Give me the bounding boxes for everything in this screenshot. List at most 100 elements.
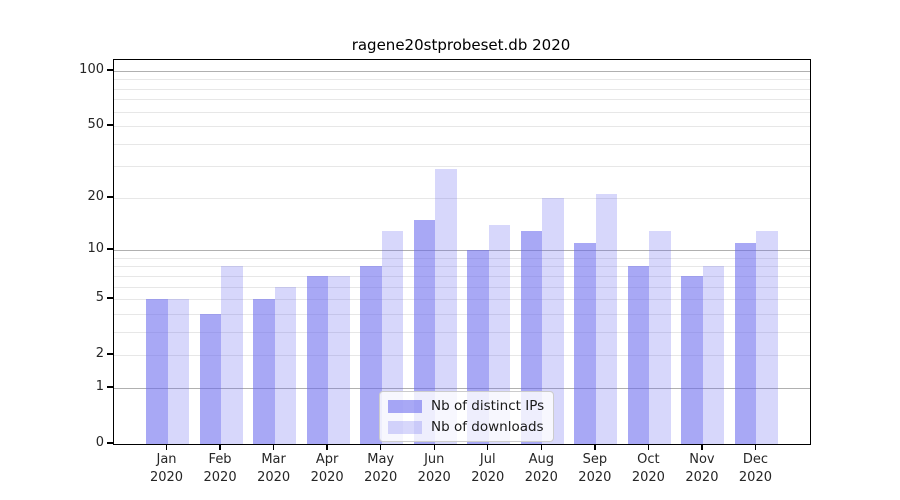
bar-downloads-jul — [488, 225, 511, 444]
bar-distinct-ips-dec — [734, 243, 757, 444]
bar-downloads-nov — [702, 266, 725, 444]
x-tick-month: Mar — [261, 452, 286, 467]
y-tick — [107, 196, 113, 198]
x-tick-month: Sep — [582, 452, 608, 467]
minor-gridline — [114, 266, 810, 268]
x-tick-year: 2020 — [524, 470, 558, 485]
bar-distinct-ips-may — [360, 266, 382, 444]
y-tick — [107, 386, 113, 388]
minor-gridline — [114, 126, 810, 128]
x-tick-label: Apr 2020 — [297, 451, 357, 487]
bar-downloads-sep — [595, 194, 618, 444]
bar-distinct-ips-feb — [199, 313, 222, 444]
x-tick-year: 2020 — [578, 470, 612, 485]
x-tick — [754, 444, 757, 450]
x-tick-label: Feb 2020 — [190, 451, 250, 487]
minor-gridline — [114, 275, 810, 277]
x-tick — [379, 444, 382, 450]
x-tick-label: Dec 2020 — [725, 451, 785, 487]
x-tick-label: Jan 2020 — [137, 451, 197, 487]
x-tick-label: Aug 2020 — [511, 451, 571, 487]
x-tick-month: Jun — [424, 452, 445, 467]
bar-distinct-ips-mar — [253, 299, 275, 444]
bar-downloads-dec — [756, 230, 778, 444]
x-tick-label: Sep 2020 — [565, 451, 625, 487]
x-tick — [540, 444, 542, 450]
minor-gridline — [114, 313, 810, 315]
y-tick-label: 0 — [95, 435, 104, 450]
major-gridline — [114, 70, 810, 72]
y-tick-label: 2 — [95, 346, 104, 362]
bar-distinct-ips-oct — [627, 266, 650, 444]
x-tick-label: Nov 2020 — [672, 451, 732, 487]
y-tick-label: 10 — [87, 241, 104, 257]
legend-label: Nb of distinct IPs — [431, 398, 545, 414]
x-tick-label: Jul 2020 — [458, 451, 518, 487]
x-tick-month: Jul — [479, 452, 496, 467]
bar-downloads-jun — [435, 169, 457, 444]
x-tick — [165, 444, 168, 450]
x-tick-year: 2020 — [149, 470, 184, 485]
bar-downloads-feb — [221, 266, 243, 444]
bar-distinct-ips-aug — [520, 230, 543, 444]
bar-distinct-ips-nov — [681, 275, 703, 444]
plot-area: Nb of distinct IPs Nb of downloads — [113, 59, 811, 445]
major-gridline — [114, 250, 810, 252]
minor-gridline — [114, 331, 810, 333]
legend-swatch-distinct-ips — [388, 399, 422, 413]
x-tick — [594, 444, 596, 450]
bar-downloads-jan — [167, 299, 190, 444]
minor-gridline — [114, 299, 810, 301]
y-tick — [107, 248, 113, 250]
x-tick-year: 2020 — [631, 470, 665, 485]
minor-gridline — [114, 111, 810, 113]
x-tick-year: 2020 — [417, 470, 451, 485]
legend-swatch-downloads — [388, 420, 422, 434]
chart-title: ragene20stprobeset.db 2020 — [351, 36, 571, 54]
x-tick — [433, 444, 435, 450]
legend: Nb of distinct IPs Nb of downloads — [379, 391, 555, 442]
minor-gridline — [114, 99, 810, 101]
x-tick-month: Oct — [637, 452, 660, 467]
x-tick — [701, 444, 703, 450]
bar-distinct-ips-jan — [146, 299, 168, 444]
minor-gridline — [114, 166, 810, 168]
y-tick-label: 50 — [87, 117, 104, 133]
x-tick-label: Mar 2020 — [244, 451, 304, 487]
legend-label: Nb of downloads — [431, 419, 544, 435]
minor-gridline — [114, 355, 810, 357]
x-tick — [647, 444, 650, 450]
y-tick-label: 100 — [79, 61, 104, 77]
x-tick-label: Oct 2020 — [618, 451, 678, 487]
bar-downloads-oct — [649, 230, 671, 444]
bar-downloads-mar — [274, 286, 297, 444]
bar-downloads-aug — [542, 197, 564, 444]
x-tick-month: Feb — [208, 452, 232, 467]
x-tick-year: 2020 — [685, 470, 719, 485]
minor-gridline — [114, 79, 810, 81]
minor-gridline — [114, 143, 810, 145]
minor-gridline — [114, 88, 810, 90]
x-tick-year: 2020 — [471, 470, 505, 485]
x-tick — [219, 444, 221, 450]
y-tick — [107, 442, 113, 444]
x-tick — [487, 444, 489, 450]
x-tick-year: 2020 — [364, 470, 398, 485]
x-tick-month: Dec — [742, 452, 769, 467]
y-tick — [107, 69, 113, 71]
y-tick — [107, 124, 113, 126]
bar-distinct-ips-jun — [413, 219, 436, 444]
x-tick-month: Nov — [689, 452, 715, 467]
x-tick-label: May 2020 — [351, 451, 411, 487]
minor-gridline — [114, 286, 810, 288]
bar-downloads-may — [381, 230, 404, 444]
x-tick-year: 2020 — [310, 470, 344, 485]
legend-entry: Nb of downloads — [388, 419, 544, 435]
minor-gridline — [114, 197, 810, 199]
y-tick — [107, 353, 113, 355]
x-tick-month: May — [367, 452, 395, 467]
y-tick-label: 20 — [87, 188, 104, 204]
x-tick-year: 2020 — [738, 470, 772, 485]
minor-gridline — [114, 257, 810, 259]
